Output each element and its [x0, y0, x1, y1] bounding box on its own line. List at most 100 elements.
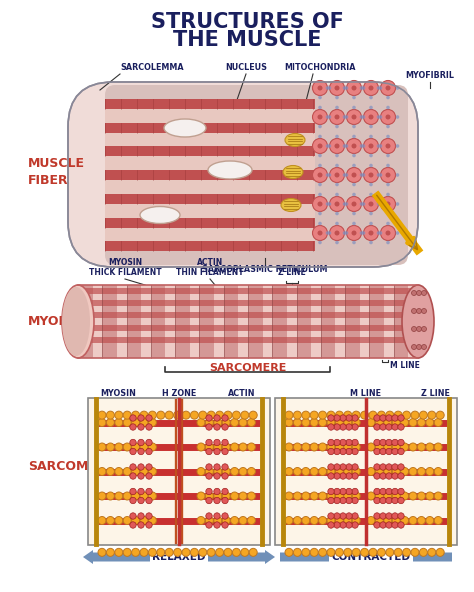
Bar — [336, 285, 345, 358]
Circle shape — [310, 411, 318, 419]
Circle shape — [374, 448, 380, 455]
Circle shape — [398, 497, 404, 504]
Bar — [214, 285, 224, 358]
Circle shape — [232, 411, 240, 419]
Circle shape — [362, 202, 365, 206]
Circle shape — [132, 516, 140, 525]
Circle shape — [346, 448, 352, 455]
Circle shape — [319, 411, 327, 419]
Circle shape — [417, 327, 421, 332]
Circle shape — [132, 492, 140, 500]
Circle shape — [340, 497, 346, 504]
Circle shape — [396, 173, 399, 177]
Bar — [105, 217, 315, 227]
Circle shape — [115, 411, 123, 419]
Circle shape — [123, 516, 131, 525]
Circle shape — [392, 424, 398, 430]
Text: Z LINE: Z LINE — [278, 268, 306, 277]
Circle shape — [380, 488, 386, 495]
Circle shape — [426, 468, 434, 475]
Bar — [105, 204, 315, 217]
Circle shape — [369, 164, 373, 168]
Text: SARCOMERE: SARCOMERE — [209, 363, 286, 373]
Circle shape — [380, 424, 386, 430]
Circle shape — [392, 415, 398, 421]
Circle shape — [222, 522, 228, 528]
Circle shape — [385, 201, 391, 207]
Circle shape — [214, 522, 220, 528]
Circle shape — [386, 164, 390, 168]
Circle shape — [352, 548, 360, 556]
Circle shape — [214, 492, 222, 500]
Circle shape — [318, 164, 322, 168]
Circle shape — [335, 164, 339, 168]
Circle shape — [106, 548, 114, 556]
Circle shape — [375, 443, 383, 451]
Circle shape — [334, 473, 340, 479]
Circle shape — [352, 106, 356, 110]
Circle shape — [385, 230, 391, 236]
Circle shape — [336, 411, 343, 419]
Circle shape — [346, 110, 362, 124]
Bar — [105, 109, 315, 123]
Circle shape — [352, 183, 356, 186]
Circle shape — [352, 154, 356, 157]
Circle shape — [352, 143, 356, 149]
Circle shape — [398, 513, 404, 519]
Circle shape — [206, 513, 212, 519]
Circle shape — [409, 419, 417, 426]
Circle shape — [335, 241, 339, 244]
Circle shape — [380, 439, 386, 446]
Circle shape — [216, 548, 224, 556]
Circle shape — [379, 202, 383, 206]
Circle shape — [398, 439, 404, 446]
Circle shape — [336, 468, 343, 475]
FancyArrow shape — [83, 550, 179, 564]
Circle shape — [334, 488, 340, 495]
Circle shape — [379, 86, 383, 90]
Circle shape — [230, 419, 238, 426]
Circle shape — [352, 464, 358, 470]
Text: MYOFIBRIL: MYOFIBRIL — [28, 315, 104, 328]
Circle shape — [197, 419, 205, 426]
Text: SARCOPLASMIC RETICULUM: SARCOPLASMIC RETICULUM — [202, 265, 328, 274]
Circle shape — [146, 415, 152, 421]
Circle shape — [165, 411, 173, 419]
Circle shape — [222, 473, 228, 479]
Circle shape — [222, 492, 230, 500]
Circle shape — [206, 464, 212, 470]
Circle shape — [328, 86, 331, 90]
Circle shape — [386, 522, 392, 528]
Circle shape — [328, 473, 334, 479]
Circle shape — [421, 308, 427, 314]
Circle shape — [384, 492, 392, 500]
Circle shape — [367, 492, 375, 500]
Circle shape — [392, 464, 398, 470]
Circle shape — [206, 424, 212, 430]
Circle shape — [318, 183, 322, 186]
Circle shape — [386, 193, 390, 197]
Circle shape — [340, 488, 346, 495]
Text: H ZONE: H ZONE — [162, 389, 196, 398]
Circle shape — [318, 96, 322, 99]
Circle shape — [285, 419, 293, 426]
Circle shape — [392, 516, 400, 525]
Circle shape — [138, 415, 144, 421]
Circle shape — [224, 411, 232, 419]
Text: MYOSIN
THICK FILAMENT: MYOSIN THICK FILAMENT — [89, 258, 161, 277]
Circle shape — [319, 443, 327, 451]
Circle shape — [392, 473, 398, 479]
Circle shape — [367, 516, 375, 525]
Circle shape — [214, 443, 222, 451]
Circle shape — [98, 516, 106, 525]
Circle shape — [411, 291, 417, 295]
Circle shape — [335, 221, 339, 226]
Circle shape — [352, 468, 360, 475]
Circle shape — [434, 516, 442, 525]
Circle shape — [310, 419, 318, 426]
Circle shape — [249, 411, 257, 419]
Circle shape — [362, 231, 365, 235]
Circle shape — [392, 513, 398, 519]
Circle shape — [302, 411, 310, 419]
Ellipse shape — [281, 198, 301, 211]
